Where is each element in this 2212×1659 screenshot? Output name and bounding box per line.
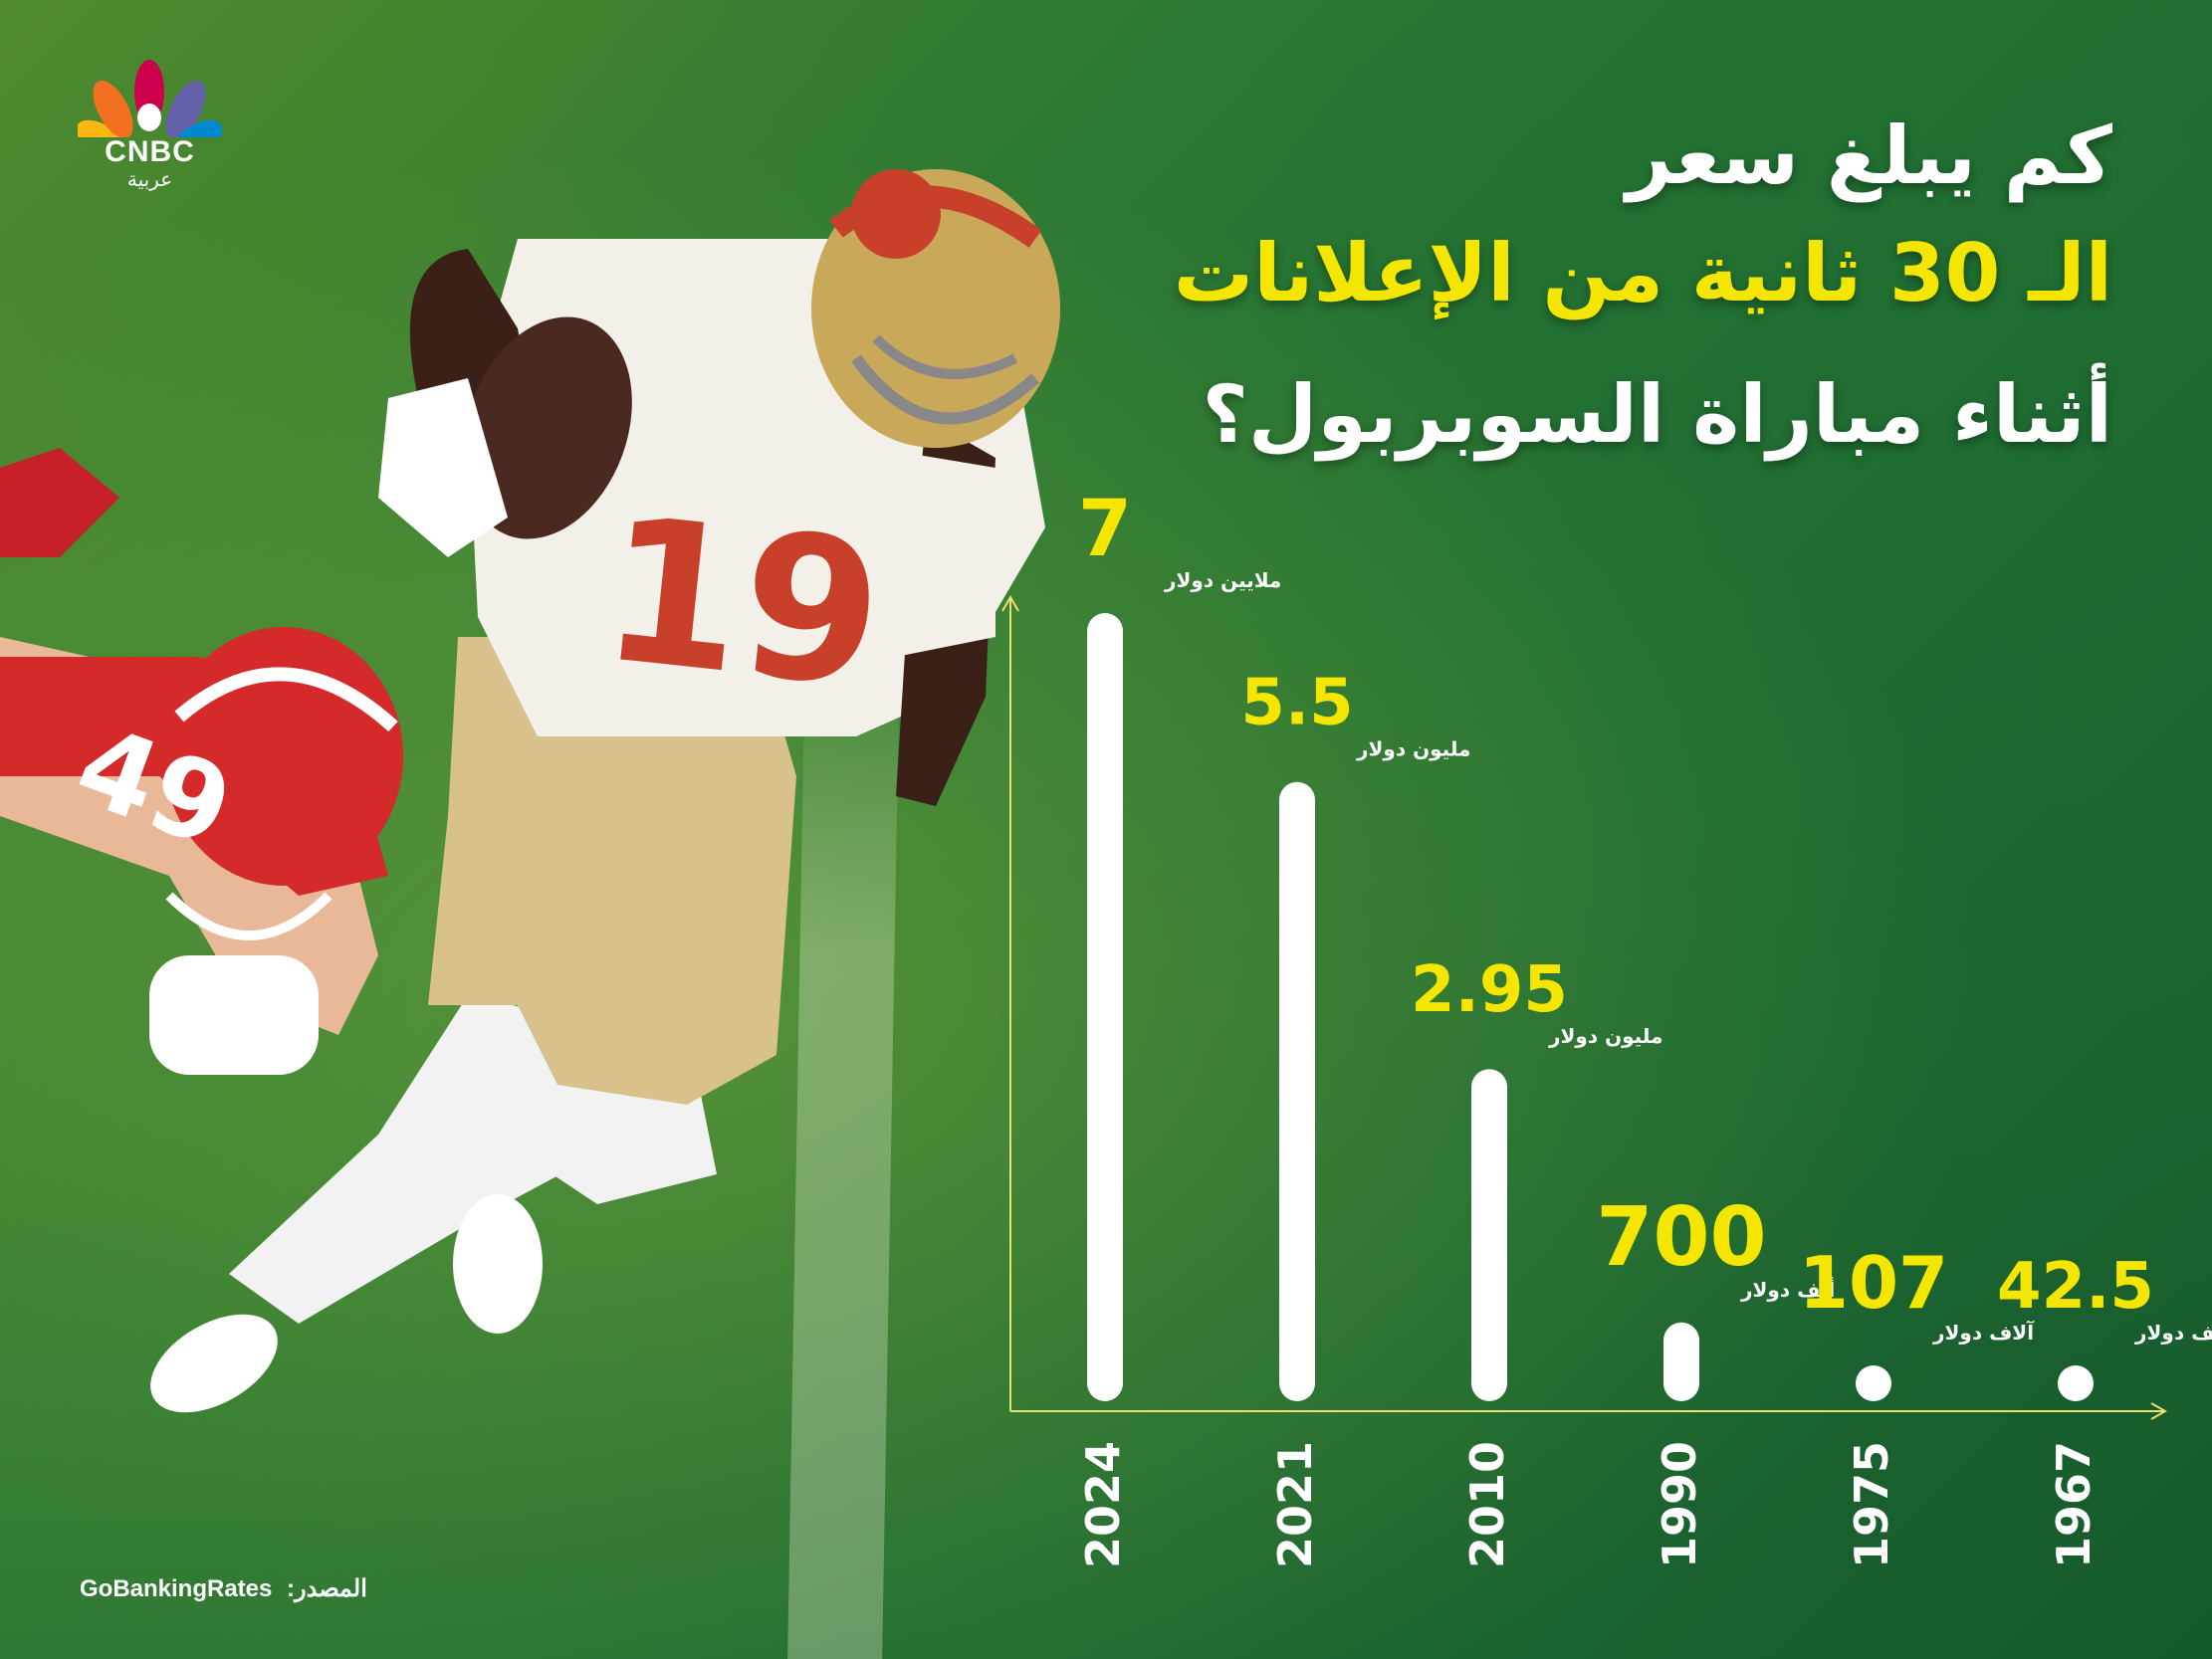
- logo-wordmark: CNBC: [105, 135, 195, 168]
- cnbc-arabia-logo: CNBC عربية: [76, 58, 223, 192]
- unit-label-1975: آلاف دولار: [1932, 1320, 2035, 1345]
- bar-1990: [1663, 1322, 1699, 1401]
- football-players-illustration: 49 19: [0, 169, 1060, 1413]
- title-line-1: كم يبلغ سعر: [1626, 109, 2112, 202]
- year-label-2024: 2024: [1076, 1441, 1130, 1568]
- year-label-1975: 1975: [1845, 1441, 1898, 1568]
- source-label: المصدر:: [287, 1575, 367, 1602]
- unit-label-2021: مليون دولار: [1356, 737, 1470, 761]
- x-axis-arrow: [2150, 1402, 2168, 1420]
- value-label-1975: 107: [1799, 1241, 1948, 1325]
- unit-label-2024: ملايين دولار: [1164, 568, 1281, 592]
- y-axis-arrow: [1001, 594, 1019, 612]
- bar-1967: [2058, 1365, 2094, 1401]
- title-line-2: الـ 30 ثانية من الإعلانات: [1173, 227, 2112, 319]
- value-label-1990: 700: [1596, 1190, 1766, 1285]
- bar-2024: [1087, 613, 1123, 1401]
- source-note: GoBankingRates المصدر:: [80, 1574, 367, 1603]
- year-label-2010: 2010: [1460, 1441, 1514, 1568]
- running-player-figure: 19: [150, 169, 1060, 1413]
- logo-subtitle: عربية: [126, 167, 173, 191]
- value-label-2021: 5.5: [1240, 667, 1353, 740]
- unit-label-2010: مليون دولار: [1548, 1024, 1662, 1048]
- value-label-2010: 2.95: [1411, 953, 1568, 1027]
- unit-label-1990: ألف دولار: [1740, 1276, 1835, 1302]
- bar-1975: [1856, 1365, 1891, 1401]
- unit-label-1967: ألف دولار: [2134, 1319, 2212, 1345]
- bar-2010: [1471, 1069, 1507, 1401]
- year-label-1990: 1990: [1653, 1441, 1706, 1568]
- year-label-1967: 1967: [2047, 1441, 2101, 1568]
- red-player-figure: 49: [0, 448, 403, 1075]
- chart-axes: [1001, 594, 2168, 1420]
- value-label-1967: 42.5: [1997, 1250, 2154, 1324]
- svg-text:19: 19: [592, 474, 892, 733]
- title-line-3: أثناء مباراة السوبربول؟: [1202, 368, 2112, 461]
- source-value: GoBankingRates: [80, 1575, 273, 1602]
- value-label-2024: 7: [1078, 485, 1132, 574]
- year-label-2021: 2021: [1268, 1441, 1322, 1568]
- bar-2021: [1279, 781, 1315, 1401]
